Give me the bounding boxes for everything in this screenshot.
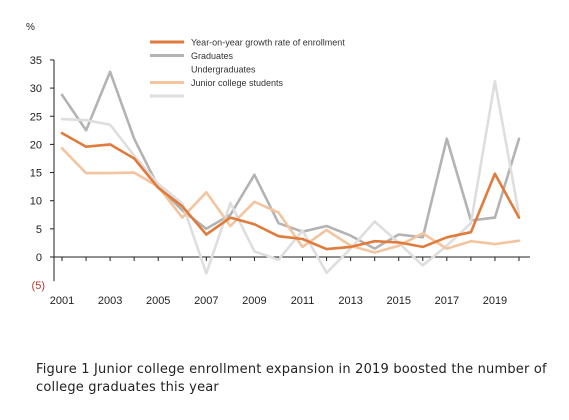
- x-tick-label: 2011: [291, 295, 315, 307]
- y-tick-label-negative: (5): [32, 280, 45, 292]
- y-tick-label: 10: [30, 196, 42, 208]
- y-tick-label: 5: [36, 224, 42, 236]
- legend-label: Graduates: [191, 51, 234, 61]
- series-lines: [60, 70, 521, 275]
- y-tick-label: 35: [30, 55, 42, 67]
- x-tick-label: 2005: [146, 295, 170, 307]
- series-line-junior-college-students: [60, 147, 521, 254]
- x-tick-label: 2007: [194, 295, 218, 307]
- legend-label: Undergraduates: [191, 65, 256, 75]
- x-tick-label: 2017: [435, 295, 459, 307]
- x-tick-label: 2001: [50, 295, 74, 307]
- x-tick-label: 2009: [242, 295, 266, 307]
- figure-caption: Figure 1 Junior college enrollment expan…: [36, 362, 547, 395]
- x-tick-label: 2019: [483, 295, 507, 307]
- y-axis-unit-label: %: [26, 22, 35, 33]
- y-tick-label: 25: [30, 111, 42, 123]
- line-chart: Year-on-year growth rate of enrollment Gr…: [26, 22, 530, 307]
- legend: Year-on-year growth rate of enrollment Gr…: [150, 38, 345, 98]
- x-tick-label: 2003: [98, 295, 122, 307]
- y-tick-label: 30: [30, 83, 42, 95]
- legend-label: Junior college students: [191, 78, 284, 88]
- series-line-year-on-year-growth-rate-of-enrollment: [60, 131, 521, 251]
- legend-label: Year-on-year growth rate of enrollment: [191, 38, 345, 48]
- y-tick-label: 15: [30, 168, 42, 180]
- x-tick-label: 2015: [386, 295, 410, 307]
- series-line-graduates: [60, 70, 521, 250]
- series-line-undergraduates: [60, 80, 521, 275]
- x-tick-label: 2013: [338, 295, 362, 307]
- y-tick-label: 0: [36, 252, 42, 264]
- y-tick-label: 20: [30, 139, 42, 151]
